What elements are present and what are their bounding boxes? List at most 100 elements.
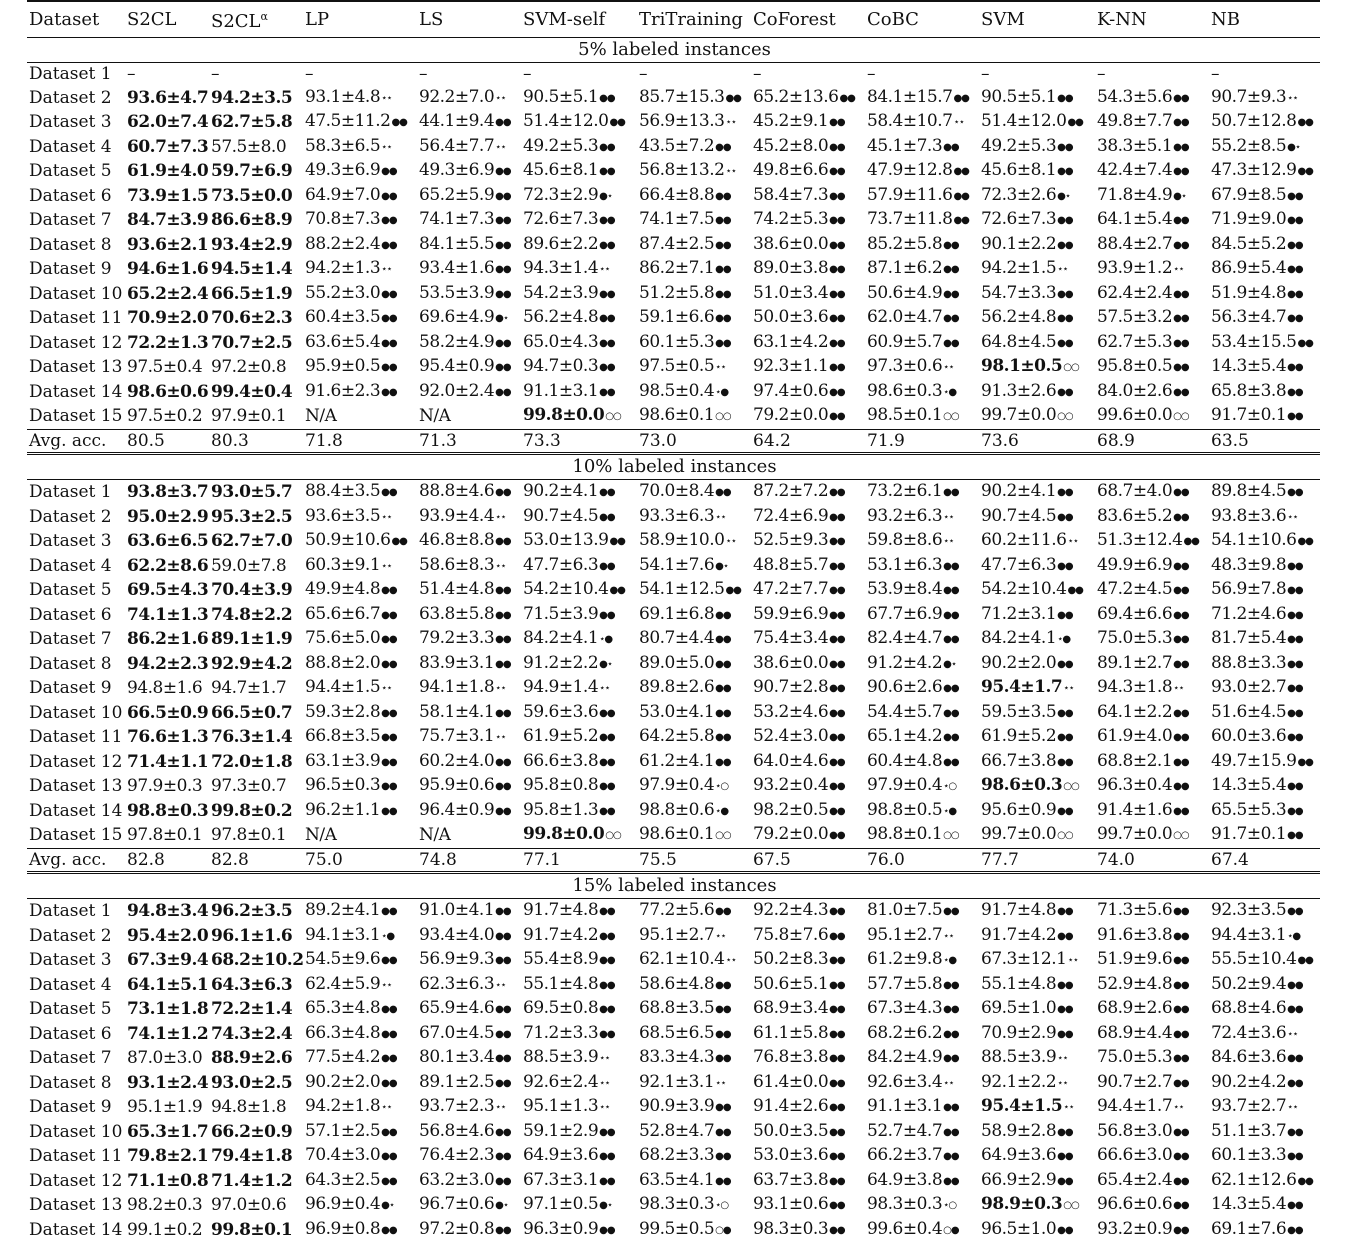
significance-marks: ●● — [829, 512, 844, 523]
significance-marks: ⋆● — [943, 387, 956, 398]
accuracy-cell: 86.6±8.9 — [209, 208, 303, 233]
significance-marks: ⋆● — [943, 806, 956, 817]
significance-marks: ●● — [829, 240, 844, 251]
accuracy-value: 69.6±4.9 — [419, 307, 494, 327]
accuracy-cell: 62.7±7.0 — [209, 529, 303, 554]
significance-marks: ●● — [715, 240, 730, 251]
accuracy-value: 54.3±5.6 — [1097, 87, 1172, 107]
average-value-cell: 73.3 — [521, 429, 637, 454]
column-header-coforest: CoForest — [751, 1, 865, 38]
accuracy-value: 98.6±0.3 — [867, 381, 942, 401]
accuracy-value: 88.8±4.6 — [419, 481, 494, 501]
accuracy-cell: 54.1±7.6●⋆ — [637, 554, 751, 579]
accuracy-value: 48.8±5.7 — [753, 555, 828, 575]
accuracy-cell: 99.7±0.0○○ — [979, 823, 1095, 848]
significance-marks: ●● — [953, 215, 968, 226]
accuracy-cell: 96.3±0.4●● — [1095, 774, 1209, 799]
significance-marks: ●● — [381, 313, 396, 324]
significance-marks: ●● — [495, 708, 510, 719]
accuracy-value: 89.0±3.8 — [753, 258, 828, 278]
accuracy-cell: 86.2±1.6 — [125, 627, 209, 652]
accuracy-cell: 97.2±0.8●● — [417, 1218, 521, 1242]
accuracy-cell: 96.6±0.6●● — [1095, 1193, 1209, 1218]
significance-marks: ⋆⋆ — [1287, 1102, 1298, 1113]
significance-marks: ●● — [715, 906, 730, 917]
accuracy-cell: 97.8±0.1 — [125, 823, 209, 848]
significance-marks: ●● — [381, 1151, 396, 1162]
accuracy-cell: – — [303, 63, 417, 86]
accuracy-value: 68.8±3.5 — [639, 998, 714, 1018]
significance-marks: ●● — [495, 955, 510, 966]
significance-marks: ●● — [599, 487, 614, 498]
accuracy-value: 66.5±0.9 — [127, 703, 208, 723]
significance-marks: ●● — [609, 117, 624, 128]
accuracy-cell: 65.0±4.3●● — [521, 331, 637, 356]
accuracy-cell: 97.4±0.6●● — [751, 380, 865, 405]
accuracy-cell: 90.2±2.0●● — [303, 1071, 417, 1096]
accuracy-value: 51.2±5.8 — [639, 283, 714, 303]
accuracy-cell: 88.5±3.9⋆⋆ — [979, 1046, 1095, 1071]
significance-marks: ●● — [715, 683, 730, 694]
significance-marks: ●● — [1057, 610, 1072, 621]
table-row: Dataset 1––––––––––– — [27, 63, 1320, 86]
significance-marks: ⋆⋆ — [1063, 1102, 1074, 1113]
accuracy-cell: 52.9±4.8●● — [1095, 973, 1209, 998]
accuracy-cell: 64.0±4.6●● — [751, 750, 865, 775]
accuracy-value: 58.2±4.9 — [419, 332, 494, 352]
accuracy-value: 93.4±2.9 — [211, 235, 292, 255]
significance-marks: ●● — [1287, 659, 1302, 670]
accuracy-value: 65.0±4.3 — [523, 332, 598, 352]
accuracy-value: 55.2±3.0 — [305, 283, 380, 303]
accuracy-cell: 94.8±3.4 — [125, 899, 209, 924]
accuracy-value: 80.1±3.4 — [419, 1047, 494, 1067]
accuracy-value: 95.4±1.7 — [981, 677, 1062, 697]
significance-marks: ⋆⋆ — [725, 166, 736, 177]
accuracy-cell: 85.7±15.3●● — [637, 86, 751, 111]
accuracy-value: 70.0±8.4 — [639, 481, 714, 501]
significance-marks: ●● — [829, 561, 844, 572]
significance-marks: ●● — [943, 585, 958, 596]
accuracy-cell: 93.0±2.7●● — [1209, 676, 1320, 701]
significance-marks: ●● — [495, 240, 510, 251]
significance-marks: ⋆○ — [943, 781, 956, 792]
accuracy-cell: 83.6±5.2●● — [1095, 505, 1209, 530]
significance-marks: ●● — [943, 634, 958, 645]
significance-marks: ●● — [1173, 610, 1188, 621]
significance-marks: ●● — [1173, 93, 1188, 104]
accuracy-value: 98.3±0.3 — [753, 1219, 828, 1239]
accuracy-cell: 72.3±2.6●⋆ — [979, 184, 1095, 209]
accuracy-value: 98.6±0.3 — [981, 775, 1062, 795]
accuracy-cell: 90.2±2.0●● — [979, 652, 1095, 677]
accuracy-value: 45.2±9.1 — [753, 111, 828, 131]
accuracy-value: 91.6±3.8 — [1097, 925, 1172, 945]
accuracy-cell: 95.1±1.3⋆⋆ — [521, 1095, 637, 1120]
significance-marks: ●● — [1067, 585, 1082, 596]
accuracy-value: N/A — [305, 406, 336, 426]
accuracy-value: 58.9±2.8 — [981, 1121, 1056, 1141]
accuracy-value: 63.6±5.4 — [305, 332, 380, 352]
accuracy-value: 93.7±2.7 — [1211, 1096, 1286, 1116]
accuracy-cell: 52.8±4.7●● — [637, 1120, 751, 1145]
accuracy-cell: 97.9±0.4⋆○ — [637, 774, 751, 799]
accuracy-cell: 71.4±1.1 — [125, 750, 209, 775]
dataset-name-cell: Dataset 14 — [27, 1218, 125, 1242]
accuracy-cell: 72.2±1.4 — [209, 997, 303, 1022]
accuracy-cell: 90.5±5.1●● — [521, 86, 637, 111]
accuracy-value: 65.9±4.6 — [419, 998, 494, 1018]
significance-marks: ●● — [599, 1029, 614, 1040]
significance-marks: ●● — [829, 955, 844, 966]
accuracy-cell: 47.9±12.8●● — [865, 159, 979, 184]
accuracy-cell: 75.7±3.1⋆⋆ — [417, 725, 521, 750]
accuracy-cell: 89.0±5.0●● — [637, 652, 751, 677]
accuracy-cell: 79.2±3.3●● — [417, 627, 521, 652]
accuracy-value: 62.2±8.6 — [127, 556, 208, 576]
accuracy-value: 96.6±0.6 — [1097, 1194, 1172, 1214]
accuracy-value: 76.6±1.3 — [127, 727, 208, 747]
accuracy-value: 66.3±4.8 — [305, 1023, 380, 1043]
accuracy-value: 92.1±2.2 — [981, 1072, 1056, 1092]
accuracy-cell: 63.6±5.4●● — [303, 331, 417, 356]
